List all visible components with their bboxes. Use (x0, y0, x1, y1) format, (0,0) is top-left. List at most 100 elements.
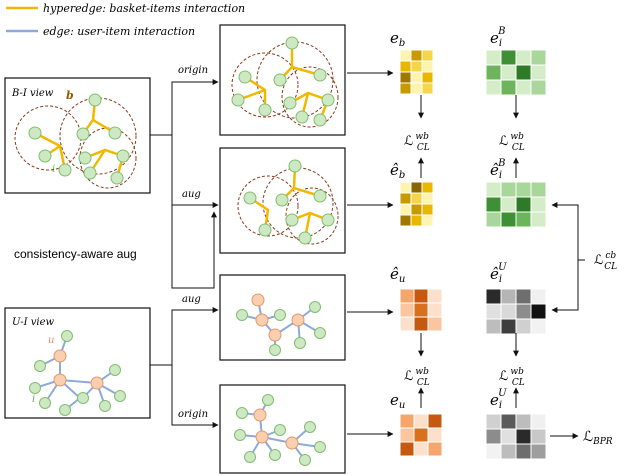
matrix-cell (421, 214, 434, 227)
label-e-u: eu (390, 391, 405, 411)
matrix-cell (427, 413, 443, 429)
cb-bracket (551, 202, 585, 313)
matrix-cell (530, 303, 547, 320)
matrix-cell (530, 49, 547, 66)
consistency-aware-aug-label: consistency-aware aug (14, 247, 137, 261)
ui-aug-graph (219, 274, 346, 361)
matrix-cell (410, 181, 423, 194)
matrix-cell (427, 427, 443, 443)
matrix-cell (500, 196, 517, 213)
matrix-cell (399, 413, 415, 429)
matrix-cell (399, 203, 412, 216)
matrix-cell (515, 64, 532, 81)
matrix-cell (500, 413, 517, 430)
bi-aug-graph (219, 147, 346, 254)
matrix-cell (427, 288, 443, 304)
matrix-cell (530, 428, 547, 445)
matrix-cell (500, 428, 517, 445)
branch-label-aug-top: aug (182, 189, 201, 200)
branch-label-origin-top: origin (178, 65, 208, 76)
matrix-cell (421, 82, 434, 95)
matrix-e-i-B-hat (485, 181, 547, 228)
matrix-cell (399, 82, 412, 95)
matrix-cell (427, 441, 443, 457)
label-e-i-B-hat: êiB (490, 158, 505, 181)
matrix-cell (515, 428, 532, 445)
matrix-cell (485, 413, 502, 430)
label-e-b-hat: êb (390, 161, 405, 181)
matrix-e-i-U (485, 413, 547, 460)
matrix-cell (500, 49, 517, 66)
matrix-cell (500, 303, 517, 320)
matrix-cell (399, 60, 412, 73)
matrix-cell (530, 413, 547, 430)
matrix-cell (399, 71, 412, 84)
graph-to-embedding-arrows (347, 70, 394, 437)
matrix-cell (515, 196, 532, 213)
matrix-cell (485, 318, 502, 335)
matrix-cell (500, 211, 517, 228)
matrix-cell (530, 64, 547, 81)
loss-bpr: ℒBPR (583, 429, 613, 447)
matrix-cell (500, 443, 517, 460)
matrix-cell (500, 181, 517, 198)
matrix-e-u-hat (399, 288, 443, 332)
matrix-cell (515, 79, 532, 96)
matrix-cell (421, 181, 434, 194)
matrix-cell (421, 203, 434, 216)
matrix-cell (427, 316, 443, 332)
matrix-cell (530, 318, 547, 335)
matrix-cell (413, 441, 429, 457)
matrix-e-u (399, 413, 443, 457)
branch-connectors (150, 79, 219, 428)
matrix-e-b-hat (399, 181, 434, 227)
matrix-cell (500, 79, 517, 96)
matrix-cell (485, 181, 502, 198)
matrix-cell (410, 49, 423, 62)
matrix-cell (530, 79, 547, 96)
matrix-cell (410, 60, 423, 73)
bi-view-title: B-I view (11, 88, 54, 99)
matrix-cell (410, 192, 423, 205)
matrix-cell (399, 302, 415, 318)
matrix-cell (485, 211, 502, 228)
cl-arrows (418, 95, 519, 408)
matrix-cell (515, 211, 532, 228)
legend-edge-label: edge: user-item interaction (43, 25, 195, 38)
matrix-cell (515, 303, 532, 320)
matrix-cell (413, 302, 429, 318)
matrix-cell (515, 443, 532, 460)
matrix-cell (485, 288, 502, 305)
label-e-b: eb (390, 29, 405, 49)
label-e-u-hat: êu (390, 265, 405, 285)
ui-origin-graph (219, 384, 346, 474)
matrix-cell (410, 71, 423, 84)
matrix-cell (399, 288, 415, 304)
matrix-cell (427, 302, 443, 318)
matrix-e-b (399, 49, 434, 95)
bi-view-basket-label: b (66, 89, 74, 102)
matrix-cell (399, 49, 412, 62)
matrix-cell (500, 64, 517, 81)
matrix-cell (421, 71, 434, 84)
bi-origin-graph (219, 24, 346, 136)
matrix-cell (399, 214, 412, 227)
matrix-cell (413, 316, 429, 332)
matrix-cell (530, 181, 547, 198)
matrix-cell (485, 428, 502, 445)
matrix-cell (485, 64, 502, 81)
matrix-cell (515, 318, 532, 335)
matrix-cell (530, 288, 547, 305)
legend: hyperedge: basket-items interaction edge… (6, 2, 245, 38)
matrix-cell (530, 196, 547, 213)
matrix-cell (485, 303, 502, 320)
matrix-cell (485, 196, 502, 213)
label-e-i-B: eiB (490, 26, 505, 49)
matrix-cell (421, 192, 434, 205)
matrix-cell (530, 211, 547, 228)
